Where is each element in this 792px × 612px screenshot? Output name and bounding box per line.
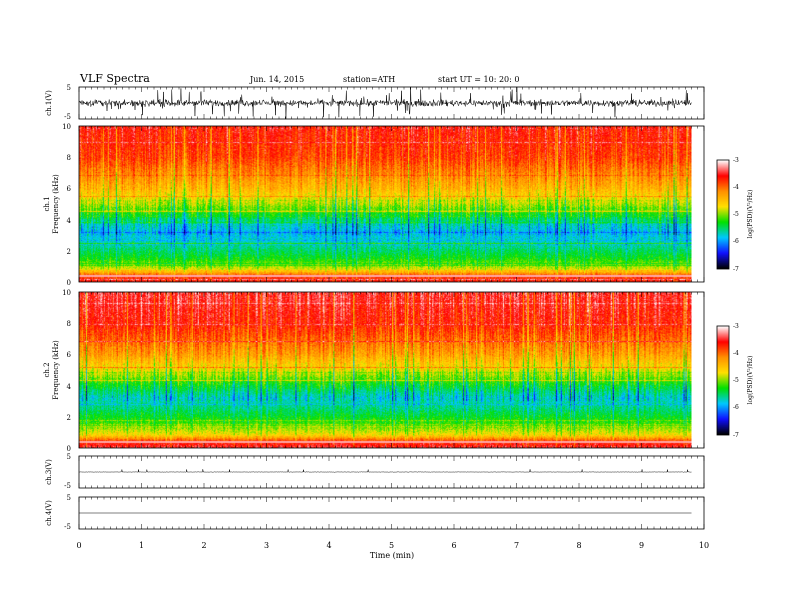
ch1-spec-ytick-2: 2: [67, 248, 71, 256]
xtick-label-4: 4: [326, 541, 331, 550]
ch3-waveform-ytick-top: 5: [67, 453, 71, 461]
ch2-spectrogram-image: [79, 292, 692, 448]
time-axis-labels: 0 1 2 3 4 5 6 7 8 9 10: [76, 541, 709, 550]
date-label: Jun. 14, 2015: [249, 75, 304, 84]
ch4-waveform-panel: 5 -5 ch.4(V): [45, 494, 705, 531]
ch3-waveform-line: [78, 469, 692, 473]
cbar2-tick-m7: -7: [733, 432, 739, 439]
ch4-waveform-ytick-bottom: -5: [64, 523, 71, 531]
cbar2-tick-m5: -5: [733, 377, 739, 384]
xtick-label-6: 6: [451, 541, 456, 550]
xtick-label-7: 7: [514, 541, 519, 550]
ch2-spec-ylabel: Frequency (kHz): [52, 340, 60, 400]
time-axis-title: Time (min): [370, 551, 414, 560]
xtick-label-0: 0: [76, 541, 81, 550]
time-tick-marks: [78, 87, 705, 529]
cbar2-tick-m6: -6: [733, 404, 739, 411]
cbar2-tick-m3: -3: [733, 323, 739, 330]
ch3-waveform-ytick-bottom: -5: [64, 482, 71, 490]
ch1-spec-ylabel: Frequency (kHz): [52, 174, 60, 234]
ch2-spec-label: ch.2: [43, 362, 51, 377]
ch1-waveform-ytick-top: 5: [67, 84, 71, 92]
colorbar-ch1: -3 -4 -5 -6 -7 log(PSD)(V²/Hz): [716, 157, 754, 273]
cbar2-tick-m4: -4: [733, 350, 739, 357]
ch1-spectrogram-panel: 10 8 6 4 2 0 ch.1 Frequency (kHz): [43, 123, 705, 287]
colorbar-ch2-frame: [716, 325, 730, 436]
cbar1-tick-m6: -6: [733, 238, 739, 245]
ch4-waveform-ylabel: ch.4(V): [45, 500, 53, 526]
xtick-label-9: 9: [639, 541, 644, 550]
start-time-label: start UT = 10: 20: 0: [438, 75, 519, 84]
cbar1-tick-m7: -7: [733, 266, 739, 273]
cbar1-tick-m3: -3: [733, 157, 739, 164]
ch4-waveform-ytick-top: 5: [67, 494, 71, 502]
xtick-label-2: 2: [201, 541, 206, 550]
ch3-waveform-panel: 5 -5 ch.3(V): [45, 453, 705, 490]
colorbar-ch2: -3 -4 -5 -6 -7 log(PSD)(V²/Hz): [716, 323, 754, 439]
ch2-spec-ytick-2: 2: [67, 414, 71, 422]
xtick-label-10: 10: [699, 541, 709, 550]
ch3-waveform-ylabel: ch.3(V): [45, 459, 53, 485]
ch1-waveform-ytick-bottom: -5: [64, 113, 71, 121]
ch1-waveform-ylabel: ch.1(V): [45, 90, 53, 116]
ch2-spec-ytick-10: 10: [62, 289, 71, 297]
ch1-spectrogram-image: [79, 126, 692, 282]
ch1-spec-label: ch.1: [43, 196, 51, 211]
ch1-waveform-panel: 5 -5 ch.1(V): [45, 84, 705, 121]
ch1-spec-ytick-6: 6: [67, 185, 72, 193]
ch1-spec-ytick-0: 0: [67, 279, 71, 287]
ch1-waveform-line: [78, 86, 692, 119]
station-label: station=ATH: [343, 75, 395, 84]
cbar1-tick-m5: -5: [733, 211, 739, 218]
cbar1-label: log(PSD)(V²/Hz): [747, 190, 754, 239]
ch2-spec-ytick-8: 8: [67, 320, 71, 328]
colorbar-ch1-frame: [716, 159, 730, 270]
ch1-spec-ytick-4: 4: [67, 217, 72, 225]
ch2-spec-ytick-4: 4: [67, 383, 72, 391]
xtick-label-8: 8: [576, 541, 581, 550]
ch1-spec-ytick-8: 8: [67, 154, 71, 162]
ch2-spec-ytick-6: 6: [67, 351, 72, 359]
colorbar-ch2-gradient: [717, 326, 729, 435]
xtick-label-1: 1: [139, 541, 144, 550]
ch1-spec-ytick-10: 10: [62, 123, 71, 131]
cbar1-tick-m4: -4: [733, 184, 739, 191]
ch2-spectrogram-panel: 10 8 6 4 2 0 ch.2 Frequency (kHz): [43, 289, 705, 453]
xtick-label-5: 5: [389, 541, 394, 550]
colorbar-ch1-gradient: [717, 160, 729, 269]
cbar2-label: log(PSD)(V²/Hz): [747, 356, 754, 405]
xtick-label-3: 3: [264, 541, 269, 550]
ch2-spec-ytick-0: 0: [67, 445, 71, 453]
figure-title: VLF Spectra: [79, 72, 150, 85]
